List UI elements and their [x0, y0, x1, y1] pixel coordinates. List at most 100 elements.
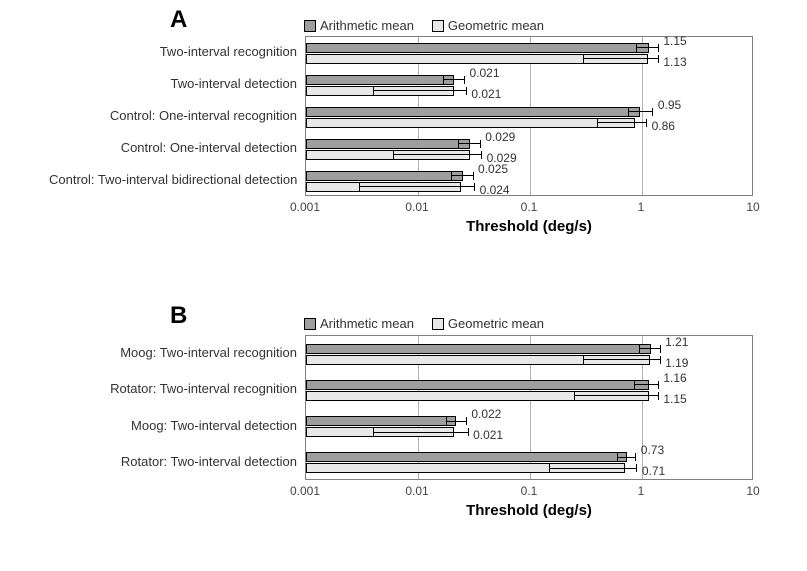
- arith-bar: [306, 344, 651, 354]
- value-label: 1.21: [665, 335, 688, 349]
- panel-b-label: B: [170, 302, 187, 330]
- value-label: 0.025: [478, 162, 508, 176]
- value-label: 0.71: [642, 464, 665, 478]
- arith-bar: [306, 43, 649, 53]
- error-cap: [617, 453, 618, 461]
- error-cap: [639, 345, 640, 353]
- error-bar: [575, 395, 659, 396]
- legend-a: Arithmetic mean Geometric mean: [304, 18, 544, 33]
- error-cap: [628, 108, 629, 116]
- arith-bar: [306, 171, 463, 181]
- panel-a-label: A: [170, 6, 187, 34]
- error-bar: [447, 421, 467, 422]
- error-cap: [451, 172, 452, 180]
- category-label: Control: One-interval recognition: [49, 108, 297, 123]
- error-cap: [646, 119, 647, 127]
- x-tick-label: 10: [746, 200, 759, 214]
- arith-bar: [306, 75, 454, 85]
- error-bar: [550, 468, 637, 469]
- category-label: Control: Two-interval bidirectional dete…: [49, 172, 297, 187]
- x-tick-label: 0.001: [290, 200, 320, 214]
- value-label: 1.13: [663, 55, 686, 69]
- error-cap: [458, 140, 459, 148]
- error-cap: [634, 381, 635, 389]
- x-tick-label: 0.01: [405, 200, 428, 214]
- category-label: Two-interval recognition: [49, 44, 297, 59]
- error-bar: [597, 122, 646, 123]
- swatch-arith-icon: [304, 318, 316, 330]
- category-label: Two-interval detection: [49, 76, 297, 91]
- error-cap: [583, 55, 584, 63]
- legend-b: Arithmetic mean Geometric mean: [304, 316, 544, 331]
- error-cap: [660, 356, 661, 364]
- x-axis-title-b: Threshold (deg/s): [466, 502, 592, 519]
- error-cap: [652, 108, 653, 116]
- error-cap: [658, 44, 659, 52]
- x-tick-label: 0.1: [521, 200, 538, 214]
- category-label: Rotator: Two-interval recognition: [49, 381, 297, 396]
- value-label: 1.16: [663, 371, 686, 385]
- x-axis-title-a: Threshold (deg/s): [466, 218, 592, 235]
- category-label: Control: One-interval detection: [49, 140, 297, 155]
- category-label: Moog: Two-interval detection: [49, 418, 297, 433]
- value-label: 1.15: [663, 34, 686, 48]
- value-label: 1.19: [665, 356, 688, 370]
- error-cap: [660, 345, 661, 353]
- error-bar: [640, 348, 661, 349]
- error-bar: [583, 359, 660, 360]
- arith-bar: [306, 380, 649, 390]
- error-cap: [481, 151, 482, 159]
- value-label: 0.95: [658, 98, 681, 112]
- legend-arith-b: Arithmetic mean: [304, 316, 414, 331]
- geom-bar: [306, 118, 635, 128]
- error-cap: [373, 87, 374, 95]
- arith-bar: [306, 139, 470, 149]
- value-label: 0.021: [469, 66, 499, 80]
- error-cap: [474, 183, 475, 191]
- error-cap: [446, 417, 447, 425]
- legend-arith-a: Arithmetic mean: [304, 18, 414, 33]
- value-label: 0.029: [485, 130, 515, 144]
- x-tick-label: 0.001: [290, 484, 320, 498]
- error-cap: [658, 392, 659, 400]
- error-bar: [637, 47, 658, 48]
- x-tick-label: 0.1: [521, 484, 538, 498]
- error-bar: [634, 384, 658, 385]
- legend-geom-label: Geometric mean: [448, 18, 544, 33]
- arith-bar: [306, 452, 627, 462]
- arith-bar: [306, 416, 456, 426]
- x-tick-label: 1: [638, 200, 645, 214]
- error-cap: [464, 76, 465, 84]
- error-cap: [658, 55, 659, 63]
- error-bar: [444, 79, 465, 80]
- error-cap: [635, 453, 636, 461]
- error-cap: [473, 172, 474, 180]
- swatch-geom-icon: [432, 318, 444, 330]
- legend-arith-label: Arithmetic mean: [320, 316, 414, 331]
- legend-geom-a: Geometric mean: [432, 18, 544, 33]
- legend-arith-label: Arithmetic mean: [320, 18, 414, 33]
- error-bar: [583, 58, 658, 59]
- error-bar: [628, 111, 653, 112]
- error-cap: [359, 183, 360, 191]
- swatch-geom-icon: [432, 20, 444, 32]
- error-bar: [393, 154, 481, 155]
- value-label: 1.15: [663, 392, 686, 406]
- error-bar: [359, 186, 474, 187]
- value-label: 0.022: [471, 407, 501, 421]
- error-cap: [443, 76, 444, 84]
- value-label: 0.021: [473, 428, 503, 442]
- error-cap: [393, 151, 394, 159]
- category-label: Rotator: Two-interval detection: [49, 454, 297, 469]
- error-bar: [459, 143, 481, 144]
- swatch-arith-icon: [304, 20, 316, 32]
- error-cap: [373, 428, 374, 436]
- error-cap: [658, 381, 659, 389]
- error-cap: [574, 392, 575, 400]
- error-cap: [480, 140, 481, 148]
- error-bar: [452, 175, 473, 176]
- error-cap: [583, 356, 584, 364]
- error-cap: [636, 44, 637, 52]
- error-cap: [549, 464, 550, 472]
- error-bar: [617, 457, 636, 458]
